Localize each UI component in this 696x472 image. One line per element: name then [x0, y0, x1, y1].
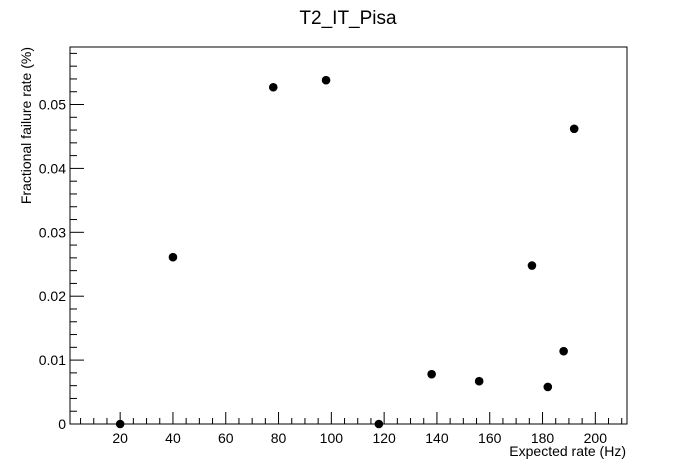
plot-frame [69, 46, 628, 425]
x-tick-label: 180 [531, 430, 555, 446]
x-tick-label: 200 [584, 430, 608, 446]
x-tick-label: 20 [112, 430, 128, 446]
data-point [527, 261, 537, 270]
x-tick-label: 80 [271, 430, 287, 446]
x-tick-label: 40 [165, 430, 181, 446]
y-axis: 0 0.01 0.02 0.03 0.04 0.05 [39, 52, 84, 432]
data-point [427, 369, 436, 379]
y-tick-label: 0.04 [39, 160, 66, 176]
y-tick-label: 0 [58, 416, 66, 432]
data-point [168, 252, 178, 262]
x-tick-label: 100 [320, 430, 344, 446]
data-point [374, 419, 384, 429]
x-tick-label: 160 [478, 430, 502, 446]
data-point [474, 376, 484, 386]
y-tick-label: 0.02 [39, 288, 66, 304]
x-axis-label: Expected rate (Hz) [509, 443, 626, 459]
y-tick-label: 0.01 [39, 352, 66, 368]
y-tick-label: 0.05 [39, 97, 66, 113]
x-tick-label: 120 [372, 430, 396, 446]
y-tick-label: 0.03 [39, 224, 66, 240]
x-axis: 20 40 60 80 100 120 140 160 180 200 [80, 412, 623, 446]
data-point [321, 75, 331, 85]
data-points [115, 75, 579, 429]
data-point [543, 382, 553, 392]
data-point [569, 124, 579, 134]
x-tick-label: 140 [425, 430, 449, 446]
data-point [115, 419, 125, 429]
x-tick-label: 60 [218, 430, 234, 446]
data-point [268, 82, 278, 92]
y-axis-label: Fractional failure rate (%) [18, 47, 34, 204]
chart-title: T2_IT_Pisa [299, 8, 397, 29]
data-point [559, 346, 568, 356]
